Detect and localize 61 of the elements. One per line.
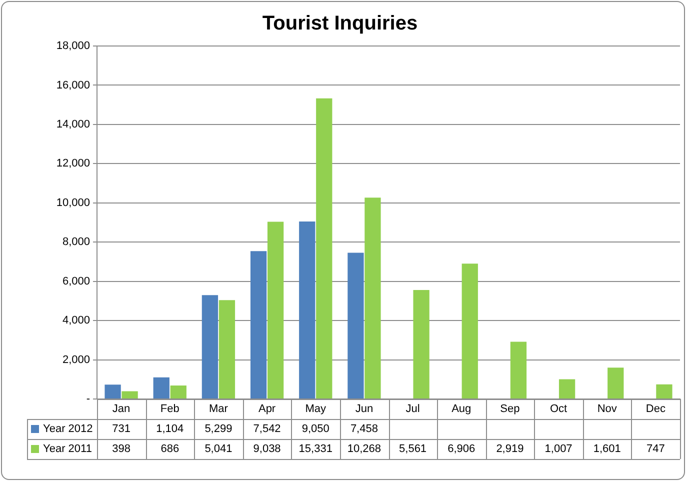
bar <box>413 290 430 398</box>
x-tick-label: May <box>305 403 327 416</box>
y-tick-label: 2,000 <box>62 354 90 366</box>
y-tick-label: 6,000 <box>62 275 90 288</box>
bar <box>656 384 672 398</box>
data-label: 398 <box>112 443 130 456</box>
bar <box>558 379 576 398</box>
x-tick-label: Dec <box>646 403 666 416</box>
bar <box>316 98 332 398</box>
bar <box>202 295 218 398</box>
data-label: 10,268 <box>347 443 382 456</box>
bar <box>510 342 527 398</box>
x-tick-label: Aug <box>452 403 472 416</box>
data-label: 1,104 <box>156 423 184 436</box>
data-label: 5,561 <box>399 443 427 456</box>
x-tick-label: Mar <box>208 403 228 416</box>
data-label: 686 <box>160 443 180 456</box>
y-tick-label: 4,000 <box>62 314 90 327</box>
data-label: 5,299 <box>204 423 232 436</box>
bar <box>170 386 186 398</box>
bar <box>153 377 170 398</box>
bar <box>348 252 364 398</box>
y-tick-label: 14,000 <box>56 118 90 130</box>
bar <box>299 222 316 398</box>
x-tick-label: Jan <box>112 403 130 416</box>
data-label: 7,542 <box>253 423 281 436</box>
x-tick-label: Jul <box>406 403 420 416</box>
y-tick-label: 8,000 <box>62 236 90 248</box>
x-tick-label: Jun <box>355 403 374 416</box>
bar <box>364 198 381 398</box>
data-label: 6,906 <box>448 443 476 456</box>
data-label: 1,007 <box>544 443 572 456</box>
data-label: 2,919 <box>496 443 524 456</box>
data-label: 731 <box>112 423 130 436</box>
y-tick-label: 16,000 <box>56 79 90 92</box>
bar <box>267 222 284 398</box>
data-label: 9,038 <box>253 443 281 456</box>
bar <box>104 384 121 398</box>
x-tick-label: Nov <box>597 403 618 416</box>
data-label: 5,041 <box>204 443 232 456</box>
y-tick-label: 18,000 <box>56 40 90 52</box>
bar <box>608 368 624 398</box>
bar <box>122 391 138 398</box>
bar <box>250 251 267 398</box>
data-label: 1,601 <box>593 443 621 456</box>
y-tick-label: 12,000 <box>56 158 90 170</box>
x-tick-label: Feb <box>160 403 180 416</box>
legend-label: Year 2012 <box>43 423 93 436</box>
chart-title: Tourist Inquiries <box>262 12 418 35</box>
bar <box>218 300 236 398</box>
x-tick-label: Oct <box>550 403 568 416</box>
data-label: 747 <box>646 443 665 456</box>
x-tick-label: Sep <box>500 403 520 416</box>
legend-label: Year 2011 <box>43 443 92 456</box>
x-tick-label: Apr <box>258 403 276 416</box>
data-label: 7,458 <box>350 423 378 436</box>
bar <box>462 264 478 398</box>
data-label: 15,331 <box>298 443 332 456</box>
y-tick-label: - <box>86 393 90 406</box>
y-tick-label: 10,000 <box>56 196 90 209</box>
data-label: 9,050 <box>302 423 330 436</box>
